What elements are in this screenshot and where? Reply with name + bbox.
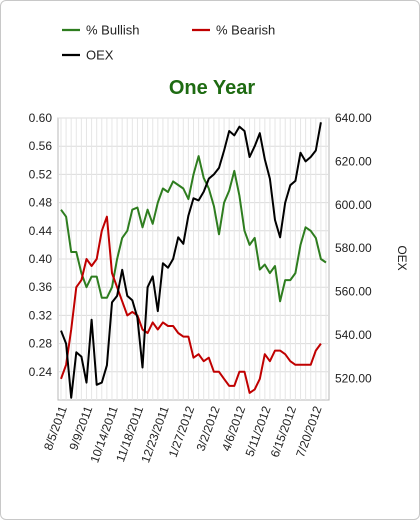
left-tick-label: 0.56: [29, 139, 53, 153]
right-axis-ticks: 520.00 540.00 560.00 580.00 600.00 620.00 640.…: [335, 111, 372, 385]
right-tick-label: 620.00: [335, 154, 372, 168]
left-axis-ticks: 0.24 0.28 0.32 0.36 0.40 0.44 0.48 0.52 0.56 0.60: [29, 111, 53, 379]
left-tick-label: 0.60: [29, 111, 53, 125]
right-tick-label: 560.00: [335, 285, 372, 299]
right-tick-label: 640.00: [335, 111, 372, 125]
right-tick-label: 580.00: [335, 241, 372, 255]
x-tick-label: 9/9/2011: [66, 404, 95, 452]
left-tick-label: 0.52: [29, 167, 53, 181]
legend-label-bullish: % Bullish: [86, 23, 139, 38]
series-line-bullish: [60, 155, 327, 303]
x-tick-label: 3/2/2012: [194, 404, 223, 453]
left-tick-label: 0.36: [29, 280, 53, 294]
legend-label-bearish: % Bearish: [216, 23, 275, 38]
right-axis-title: OEX: [395, 245, 409, 270]
left-tick-label: 0.44: [29, 224, 53, 238]
chart-title: One Year: [169, 77, 256, 99]
left-tick-label: 0.40: [29, 252, 53, 266]
left-tick-label: 0.28: [29, 337, 53, 351]
left-tick-label: 0.24: [29, 365, 53, 379]
series-line-bearish: [60, 215, 322, 394]
left-tick-label: 0.32: [29, 308, 53, 322]
x-tick-label: 8/5/2011: [41, 404, 70, 452]
right-tick-label: 540.00: [335, 328, 372, 342]
x-axis-ticks: 8/5/20119/9/201110/14/201111/18/201112/2…: [41, 404, 325, 465]
series-lines: [60, 122, 327, 399]
right-tick-label: 520.00: [335, 371, 372, 385]
x-tick-label: 4/6/2012: [219, 404, 248, 453]
legend-label-oex: OEX: [86, 48, 114, 63]
left-tick-label: 0.48: [29, 196, 53, 210]
right-tick-label: 600.00: [335, 198, 372, 212]
series-line-oex: [60, 122, 322, 399]
legend: % Bullish % Bearish OEX: [62, 23, 275, 63]
